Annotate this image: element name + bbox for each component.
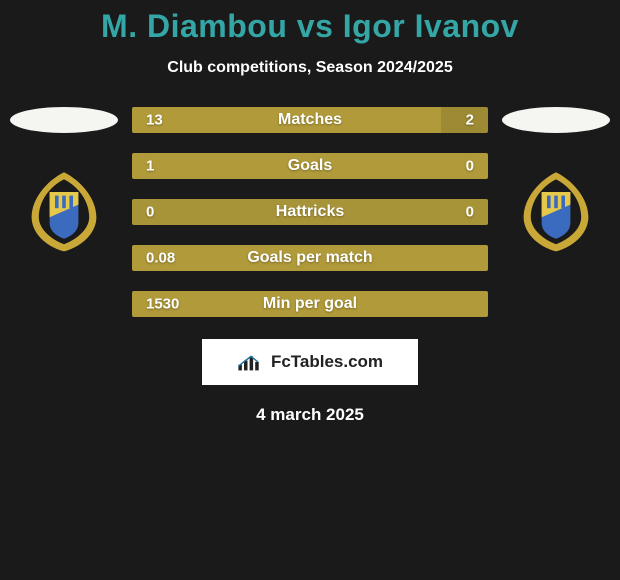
comparison-panel: 13 Matches 2 1 Goals 0 0 Hattricks 0 0.08 Goals pe… <box>0 107 620 317</box>
stat-segment-right <box>441 107 488 133</box>
player-right-oval <box>502 107 610 133</box>
stat-label: Min per goal <box>263 295 357 313</box>
player-left-crest-icon <box>19 165 109 255</box>
stat-row: 0.08 Goals per match <box>132 245 488 271</box>
stat-label: Hattricks <box>276 203 344 221</box>
stat-value-left: 1530 <box>146 296 179 313</box>
stats-bars: 13 Matches 2 1 Goals 0 0 Hattricks 0 0.08 Goals pe… <box>124 107 496 317</box>
player-left-column <box>4 107 124 255</box>
page-title: M. Diambou vs Igor Ivanov <box>0 8 620 45</box>
fctables-logo-text: FcTables.com <box>271 352 383 372</box>
stat-label: Goals per match <box>247 249 372 267</box>
stat-row: 1530 Min per goal <box>132 291 488 317</box>
stat-value-right: 0 <box>466 204 474 221</box>
stat-value-left: 0.08 <box>146 250 175 267</box>
stat-value-right: 2 <box>466 112 474 129</box>
stat-row: 0 Hattricks 0 <box>132 199 488 225</box>
stat-value-left: 0 <box>146 204 154 221</box>
stat-value-left: 1 <box>146 158 154 175</box>
player-right-column <box>496 107 616 255</box>
stat-row: 13 Matches 2 <box>132 107 488 133</box>
stat-row: 1 Goals 0 <box>132 153 488 179</box>
barchart-icon <box>237 352 265 372</box>
stat-value-left: 13 <box>146 112 163 129</box>
subtitle: Club competitions, Season 2024/2025 <box>0 59 620 77</box>
date-label: 4 march 2025 <box>0 405 620 425</box>
stat-value-right: 0 <box>466 158 474 175</box>
player-right-crest-icon <box>511 165 601 255</box>
stat-label: Goals <box>288 157 332 175</box>
fctables-logo: FcTables.com <box>202 339 418 385</box>
player-left-oval <box>10 107 118 133</box>
stat-label: Matches <box>278 111 342 129</box>
